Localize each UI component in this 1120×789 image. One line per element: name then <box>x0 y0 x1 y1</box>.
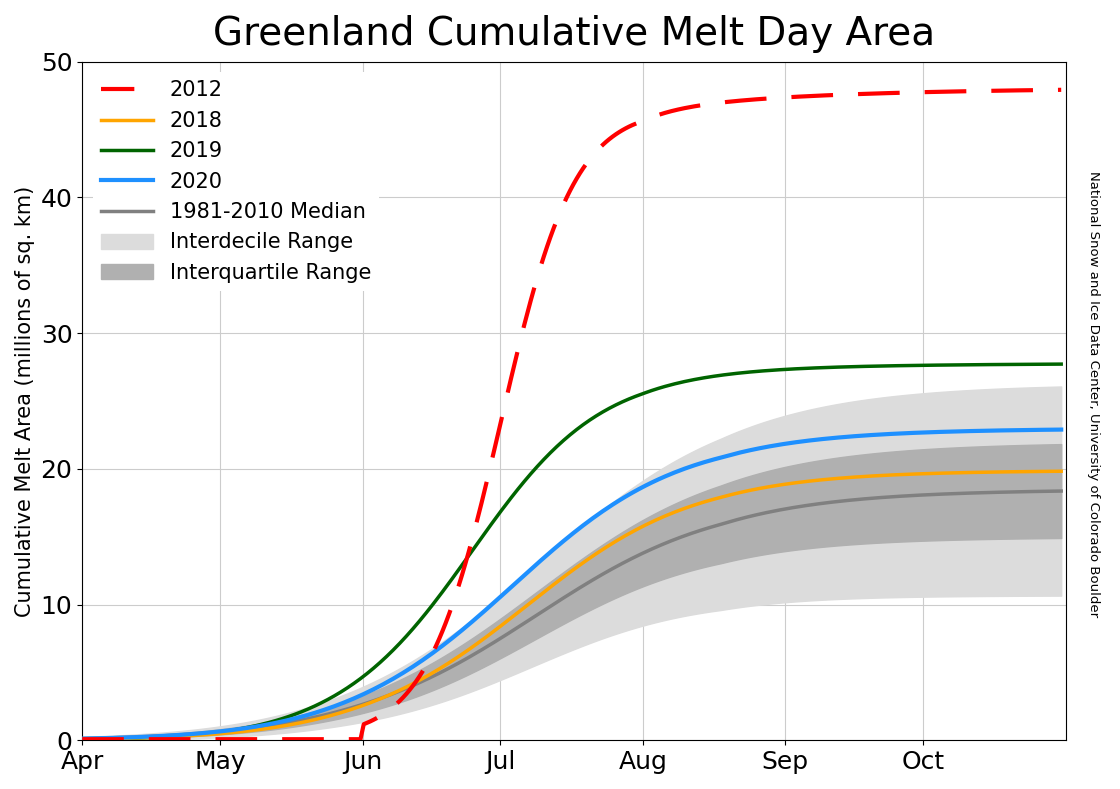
Y-axis label: Cumulative Melt Area (millions of sq. km): Cumulative Melt Area (millions of sq. km… <box>15 185 35 616</box>
Title: Greenland Cumulative Melt Day Area: Greenland Cumulative Melt Day Area <box>213 15 935 53</box>
Legend: 2012, 2018, 2019, 2020, 1981-2010 Median, Interdecile Range, Interquartile Range: 2012, 2018, 2019, 2020, 1981-2010 Median… <box>93 72 380 291</box>
Text: National Snow and Ice Data Center, University of Colorado Boulder: National Snow and Ice Data Center, Unive… <box>1086 171 1100 618</box>
